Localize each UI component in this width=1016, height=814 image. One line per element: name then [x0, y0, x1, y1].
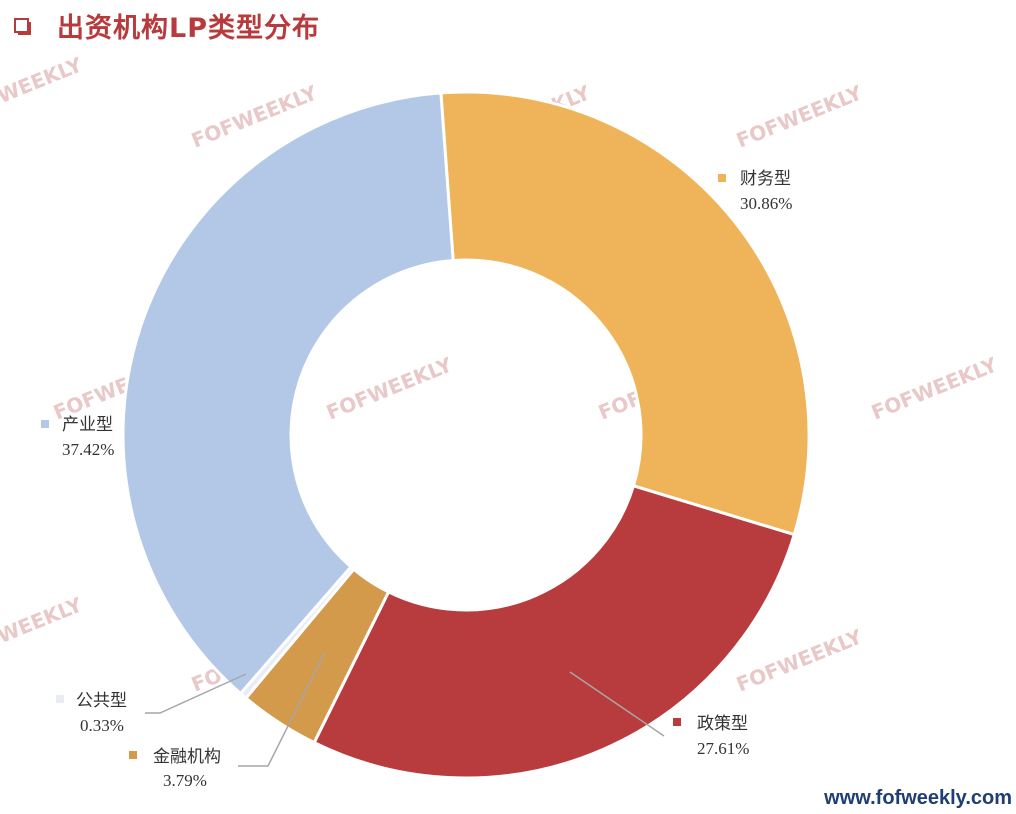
watermark-text: FOFWEEKLY [323, 352, 456, 424]
chart-title: 出资机构LP类型分布 [57, 12, 320, 44]
watermark-text: FOFWEEKLY [0, 592, 86, 664]
chart-header: 出资机构LP类型分布 [14, 8, 320, 44]
slice-name-label: 政策型 [697, 714, 748, 734]
chart-slices [121, 90, 811, 780]
watermark-text: FOFWEEKLY [733, 80, 866, 152]
leader-line [569, 671, 665, 737]
slice-name-label: 金融机构 [153, 747, 221, 767]
watermark-text: FOFWEEKLY [0, 52, 86, 124]
slice-value-label: 0.33% [80, 716, 124, 735]
watermark-text: FOFWEEKLY [733, 624, 866, 696]
legend-marker [673, 718, 681, 726]
slice-value-label: 27.61% [697, 739, 749, 758]
slice-name-label: 产业型 [62, 415, 113, 435]
legend-marker [56, 695, 64, 703]
chart-labels: 财务型 30.86% 政策型 27.61% 金融机构 3.79% 公共型 0.33% 产业型 37… [41, 169, 792, 790]
watermark-text: FOFWEEKLY [868, 352, 1001, 424]
legend-marker [718, 174, 726, 182]
slice-政策型 [312, 483, 797, 780]
slice-value-label: 3.79% [163, 771, 207, 790]
footer-url: www.fofweekly.com [824, 787, 1012, 809]
slice-产业型 [121, 91, 455, 696]
slice-value-label: 30.86% [740, 194, 792, 213]
legend-marker [41, 420, 49, 428]
slice-财务型 [439, 90, 811, 537]
slice-value-label: 37.42% [62, 440, 114, 459]
slice-name-label: 财务型 [740, 169, 791, 189]
title-bullet-icon [14, 17, 29, 33]
leader-line [238, 651, 326, 767]
legend-marker [129, 751, 137, 759]
leader-line [145, 673, 247, 714]
slice-name-label: 公共型 [76, 691, 127, 711]
leader-lines [145, 651, 665, 767]
